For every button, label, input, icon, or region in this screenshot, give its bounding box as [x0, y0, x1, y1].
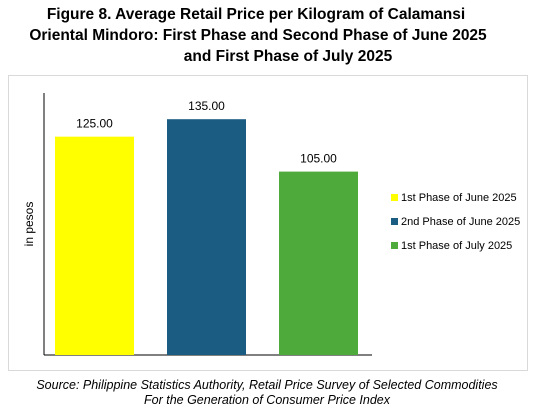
bar-labels-group: 125.00 135.00 105.00: [76, 99, 337, 165]
legend-label-2: 2nd Phase of June 2025: [401, 216, 520, 228]
source-line-1: Source: Philippine Statistics Authority,…: [36, 378, 498, 392]
bar-value-label-1: 125.00: [76, 117, 113, 131]
source-line-2: For the Generation of Consumer Price Ind…: [144, 393, 390, 407]
chart-title-line-1: Figure 8. Average Retail Price per Kilog…: [46, 6, 466, 23]
legend-label-1: 1st Phase of June 2025: [401, 192, 517, 204]
bar-1: [55, 136, 134, 355]
legend-label-3: 1st Phase of July 2025: [401, 240, 512, 252]
chart-frame: [8, 75, 528, 371]
bar-2: [167, 119, 246, 355]
bar-value-label-3: 105.00: [300, 152, 337, 166]
legend-swatch-2: [391, 218, 398, 225]
bar-value-label-2: 135.00: [188, 99, 225, 113]
y-axis-label: in pesos: [22, 202, 36, 247]
legend-swatch-3: [391, 242, 398, 249]
chart-title: Figure 8. Average Retail Price per Kilog…: [0, 4, 534, 67]
legend: 1st Phase of June 2025 2nd Phase of June …: [391, 192, 520, 252]
legend-swatch-1: [391, 194, 398, 201]
bar-3: [279, 171, 358, 355]
source-note: Source: Philippine Statistics Authority,…: [0, 378, 534, 408]
chart-title-line-2: Oriental Mindoro: First Phase and Second…: [29, 27, 487, 44]
chart-title-line-3: and First Phase of July 2025: [183, 48, 393, 65]
bars-group: [55, 119, 358, 355]
